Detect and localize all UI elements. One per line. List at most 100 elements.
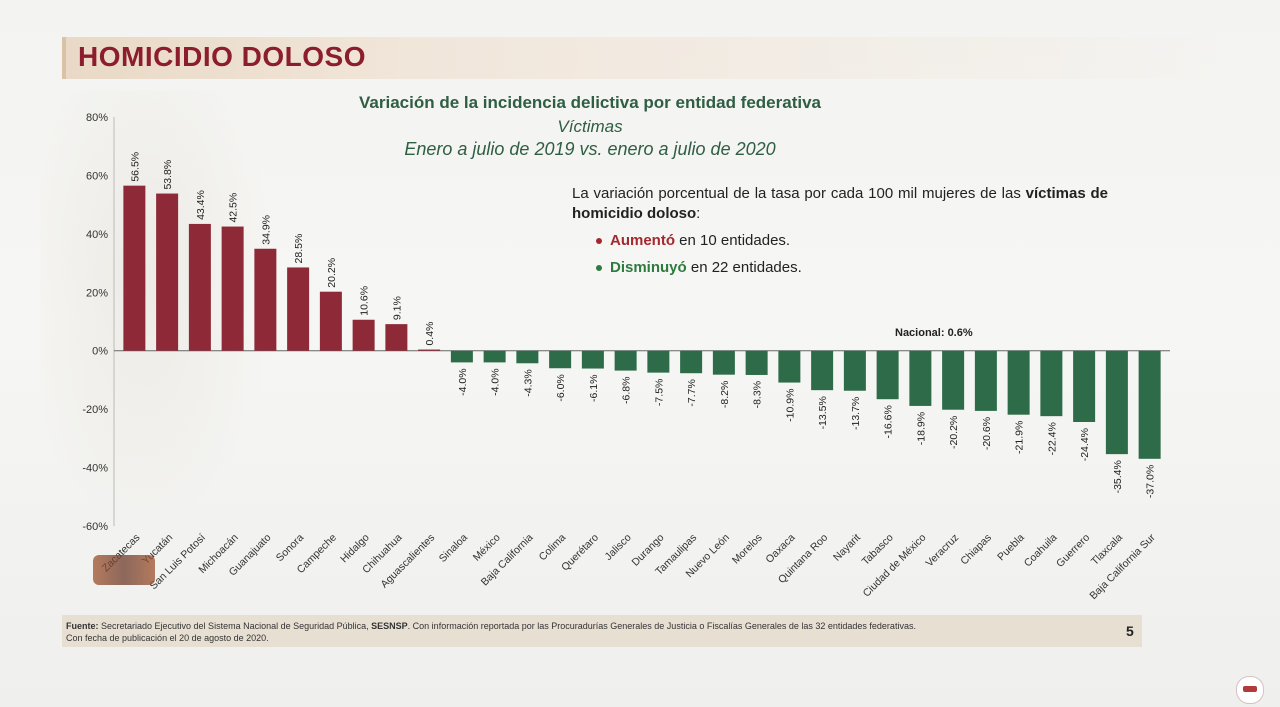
bar (745, 350, 768, 375)
bar (123, 185, 146, 351)
bars (123, 185, 1161, 459)
value-label: 20.2% (326, 258, 338, 288)
y-tick-label: -60% (82, 521, 108, 533)
y-tick-label: 60% (86, 170, 108, 182)
bullet-decrease-bold: Disminuyó (610, 259, 687, 276)
value-label: -6.8% (621, 377, 633, 404)
logo-icon (93, 555, 155, 585)
page-number: 5 (1126, 623, 1134, 639)
bar (221, 226, 244, 351)
value-label: -20.2% (948, 416, 960, 449)
value-label: -22.4% (1046, 422, 1058, 455)
bar (516, 350, 539, 364)
bar (287, 267, 310, 351)
value-label: -16.6% (883, 405, 895, 438)
x-tick-label: México (471, 532, 503, 564)
x-tick-label: Colima (537, 532, 569, 564)
x-tick-label: Jalisco (603, 532, 634, 563)
bar (778, 350, 801, 383)
x-tick-label: Chiapas (958, 532, 994, 568)
bar (418, 349, 441, 351)
value-label: -13.7% (850, 397, 862, 430)
value-label: -7.5% (653, 379, 665, 406)
description-bold: víctimas de homicidio doloso (572, 185, 1108, 222)
bar (942, 350, 965, 410)
bar (450, 350, 473, 363)
x-tick-label: Veracruz (923, 532, 961, 570)
bullet-dot-icon (596, 238, 602, 245)
x-tick-label: Sonora (274, 532, 307, 565)
description-tail: : (696, 205, 701, 222)
value-label: -4.0% (457, 368, 469, 395)
value-labels: 56.5% 53.8% 43.4% 42.5% 34.9% 28.5% 20.2% 10.6%… (129, 152, 1156, 498)
x-tick-label: Nayarit (831, 532, 863, 564)
value-label: -6.0% (555, 374, 567, 401)
y-tick-label: -40% (82, 463, 108, 475)
bar (712, 350, 735, 375)
bar (647, 350, 670, 373)
value-label: 42.5% (228, 193, 240, 223)
chart-subtitle-2: Víctimas (557, 117, 623, 136)
value-label: -13.5% (817, 396, 829, 429)
footer-text-1: Secretariado Ejecutivo del Sistema Nacio… (98, 621, 372, 631)
value-label: -35.4% (1112, 460, 1124, 493)
bar (811, 350, 834, 391)
value-label: 0.4% (424, 322, 436, 346)
bar (909, 350, 932, 406)
x-tick-label: Ciudad de México (861, 532, 929, 600)
gov-logo-icon (1236, 676, 1264, 704)
bar (843, 350, 866, 391)
x-tick-label: Coahuila (1022, 532, 1060, 570)
value-label: -37.0% (1145, 465, 1157, 498)
title-band (62, 37, 1226, 79)
value-label: -18.9% (915, 412, 927, 445)
value-label: 34.9% (260, 215, 272, 245)
footer-bold-2: SESNSP (371, 621, 408, 631)
chart-subtitle-1: Variación de la incidencia delictiva por… (359, 93, 821, 112)
value-label: -10.9% (784, 389, 796, 422)
bar (1073, 350, 1096, 422)
x-tick-label: Morelos (730, 532, 765, 567)
y-tick-label: 20% (86, 287, 108, 299)
bar (680, 350, 703, 374)
bar (614, 350, 637, 371)
footer-line-2: Con fecha de publicación el 20 de agosto… (66, 633, 269, 643)
page-title: HOMICIDIO DOLOSO (78, 41, 366, 72)
value-label: -4.0% (490, 368, 502, 395)
x-tick-label: Puebla (995, 532, 1027, 564)
value-label: 53.8% (162, 160, 174, 190)
description: La variación porcentual de la tasa por c… (572, 184, 1108, 224)
y-axis: 80% 60% 40% 20% 0% -20% -40% -60% (82, 112, 115, 533)
value-label: -21.9% (1014, 421, 1026, 454)
bar (156, 193, 179, 351)
y-tick-label: 0% (92, 346, 108, 358)
bar (188, 223, 211, 351)
national-label: Nacional: 0.6% (895, 327, 973, 339)
value-label: 9.1% (391, 296, 403, 320)
value-label: -6.1% (588, 375, 600, 402)
bullet-decrease-text: en 22 entidades. (686, 259, 802, 276)
footer-source: Fuente: Secretariado Ejecutivo del Siste… (66, 620, 1116, 644)
bar (876, 350, 899, 400)
x-tick-label: Sinaloa (437, 532, 470, 565)
footer-band (62, 615, 1142, 647)
bullet-increase: Aumentó en 10 entidades. (596, 232, 790, 249)
y-tick-label: -20% (82, 404, 108, 416)
value-label: -4.3% (522, 369, 534, 396)
bullet-increase-bold: Aumentó (610, 232, 675, 249)
bullet-increase-text: en 10 entidades. (675, 232, 791, 249)
x-tick-label: Guerrero (1054, 532, 1092, 570)
bullet-dot-icon (596, 265, 602, 272)
chart-subtitle-3: Enero a julio de 2019 vs. enero a julio … (404, 139, 776, 159)
bar (1040, 350, 1063, 417)
y-tick-label: 80% (86, 112, 108, 124)
value-label: 28.5% (293, 234, 305, 264)
value-label: 10.6% (359, 286, 371, 316)
value-label: -20.6% (981, 417, 993, 450)
bar (549, 350, 572, 369)
bullet-decrease: Disminuyó en 22 entidades. (596, 259, 802, 276)
value-label: -24.4% (1079, 428, 1091, 461)
